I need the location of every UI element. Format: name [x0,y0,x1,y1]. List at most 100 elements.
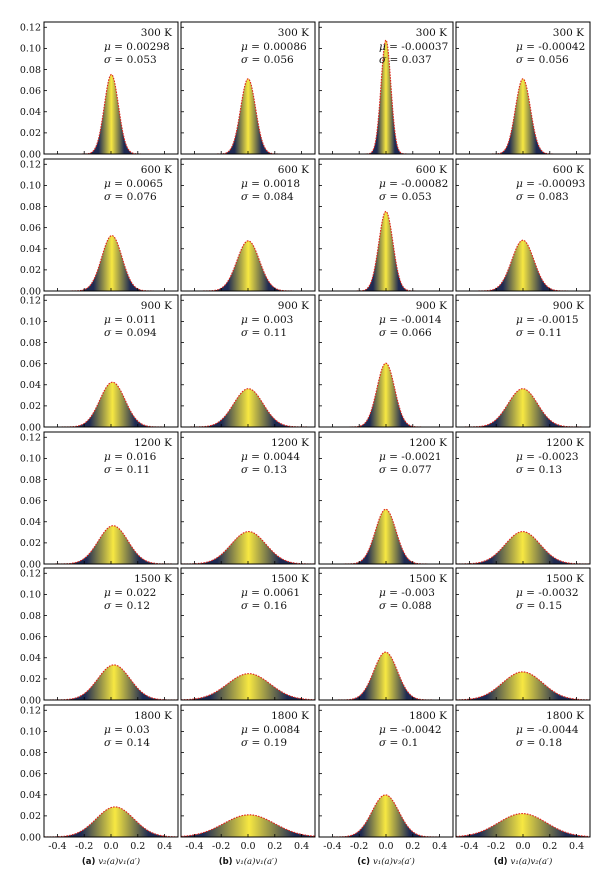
y-tick-label: 0.00 [20,695,41,706]
fit-curve [180,814,316,837]
y-tick-label: 0.04 [20,380,41,391]
temperature-label: 900 K [141,300,172,312]
distribution-area [55,382,170,427]
sigma-label: σ = 0.088 [379,600,432,612]
mu-label: μ = 0.022 [104,587,156,599]
fit-curve [46,525,178,565]
y-tick-label: 0.12 [20,296,41,307]
y-tick-label: 0.08 [20,611,41,622]
temperature-label: 300 K [278,27,309,39]
y-tick-label: 0.04 [20,107,41,118]
sigma-label: σ = 0.15 [516,600,562,612]
x-tick-label: 0.4 [569,841,584,852]
temperature-label: 900 K [278,300,309,312]
mu-label: μ = 0.011 [104,314,156,326]
y-tick-label: 0.10 [20,317,41,328]
panel-r1-c0: 0.00 0.02 0.04 0.06 0.08 0.10 0.12 600 K μ = 0.0… [20,158,179,297]
temperature-label: 600 K [141,164,172,176]
sigma-label: σ = 0.14 [104,737,150,749]
sigma-label: σ = 0.066 [379,327,432,339]
sigma-label: σ = 0.12 [104,600,150,612]
temperature-label: 900 K [416,300,447,312]
column-labels: (a) v₂(a)v₁(a′) (b) v₁(a)v₁(a′) (c) v₁(a)v… [82,856,552,867]
y-tick-label: 0.02 [20,811,41,822]
panel-r0-c0: 0.00 0.02 0.04 0.06 0.08 0.10 0.12 300 K μ = 0.0… [20,21,179,160]
temperature-label: 1200 K [409,437,447,449]
column-label: (d) v₁(a)v₂(a′) [494,856,553,867]
sigma-label: σ = 0.053 [104,54,157,66]
fit-curve [346,362,426,428]
sigma-label: σ = 0.056 [516,54,569,66]
y-tick-label: 0.02 [20,128,41,139]
y-tick-label: 0.06 [20,223,41,234]
y-tick-label: 0.04 [20,653,41,664]
distribution-area [489,78,557,154]
y-tick-label: 0.06 [20,86,41,97]
panel-r3-c0: 0.00 0.02 0.04 0.06 0.08 0.10 0.12 1200 K μ = 0.… [20,431,179,570]
mu-label: μ = 0.00086 [241,41,307,53]
fit-curve [363,39,409,155]
distribution-area [197,240,299,291]
x-tick-label: 0.0 [103,841,118,852]
temperature-label: 1500 K [134,573,172,585]
mu-label: μ = 0.00298 [104,41,170,53]
fit-curve [455,671,591,701]
temperature-label: 1200 K [271,437,309,449]
temperature-label: 1800 K [271,710,309,722]
x-tick-label: 0.0 [378,841,393,852]
y-tick-label: 0.10 [20,727,41,738]
fit-curve [455,813,591,838]
sigma-label: σ = 0.11 [104,464,150,476]
mu-label: μ = 0.016 [104,451,157,463]
mu-label: μ = 0.0061 [241,587,300,599]
fit-curve [66,235,158,292]
y-tick-label: 0.02 [20,538,41,549]
temperature-label: 300 K [553,27,584,39]
mu-label: μ = -0.003 [379,587,435,599]
temperature-label: 1200 K [546,437,584,449]
x-tick-label: -0.2 [75,841,93,852]
y-tick-label: 0.02 [20,674,41,685]
distribution-area [363,40,409,154]
sigma-label: σ = 0.11 [241,327,287,339]
mu-label: μ = -0.00093 [516,178,585,190]
y-tick-label: 0.00 [20,149,41,160]
sigma-label: σ = 0.11 [516,327,562,339]
y-tick-label: 0.08 [20,475,41,486]
y-tick-label: 0.00 [20,286,41,297]
y-tick-label: 0.12 [20,23,41,34]
distribution-area [456,671,590,700]
x-tick-label: 0.0 [515,841,530,852]
y-tick-label: 0.02 [20,265,41,276]
sigma-label: σ = 0.053 [379,191,432,203]
y-tick-label: 0.08 [20,202,41,213]
sigma-label: σ = 0.13 [241,464,287,476]
x-tick-label: 0.4 [157,841,172,852]
y-tick-label: 0.12 [20,706,41,717]
sigma-label: σ = 0.1 [379,737,418,749]
sigma-label: σ = 0.037 [379,54,432,66]
mu-label: μ = -0.0015 [516,314,579,326]
x-tick-label: 0.2 [542,841,557,852]
column-label: (a) v₂(a)v₁(a′) [82,856,140,867]
y-tick-label: 0.06 [20,359,41,370]
temperature-label: 1800 K [409,710,447,722]
fit-curve [353,210,418,292]
y-tick-label: 0.04 [20,517,41,528]
x-tick-label: -0.2 [212,841,230,852]
x-tick-label: -0.4 [185,841,203,852]
temperature-label: 600 K [416,164,447,176]
temperature-label: 1500 K [271,573,309,585]
y-tick-label: 0.10 [20,181,41,192]
distribution-area [346,363,426,427]
distribution-area [325,794,446,837]
